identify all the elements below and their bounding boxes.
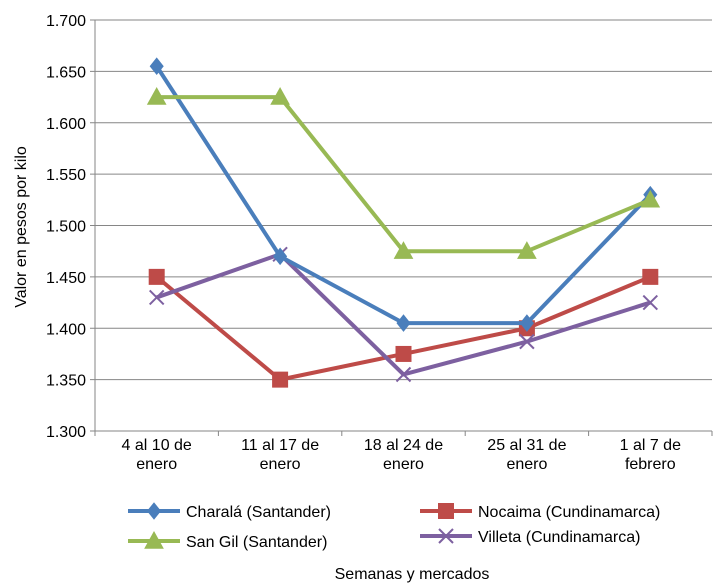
x-tick-label: 25 al 31 de enero (487, 437, 566, 473)
y-tick-label: 1.600 (46, 116, 86, 133)
data-point (517, 241, 537, 259)
x-tick-label: 1 al 7 de febrero (620, 437, 681, 473)
data-point (640, 189, 661, 208)
legend-label: San Gil (Santander) (186, 534, 327, 551)
data-point (395, 345, 412, 362)
x-tick-labels: 4 al 10 de enero 11 al 17 de enero 18 al 24 … (122, 437, 682, 473)
series-0 (149, 57, 658, 332)
data-point (393, 241, 414, 259)
y-tick-label: 1.300 (46, 424, 86, 441)
data-point (270, 87, 290, 105)
series-2 (146, 87, 661, 259)
y-tick-label: 1.450 (46, 270, 86, 287)
data-point (396, 314, 411, 332)
x-tick-label: 11 al 17 de enero (241, 437, 319, 473)
legend-label: Nocaima (Cundinamarca) (478, 504, 660, 521)
data-point (642, 268, 659, 285)
legend-item: San Gil (Santander) (128, 530, 327, 551)
axes (90, 19, 713, 436)
data-point (148, 289, 165, 306)
gridlines (95, 19, 712, 432)
legend-swatch-marker (146, 502, 162, 520)
data-point (149, 57, 164, 76)
y-tick-label: 1.550 (46, 167, 86, 184)
x-tick-label: 4 al 10 de enero (122, 437, 192, 473)
y-tick-label: 1.400 (46, 321, 86, 338)
y-tick-label: 1.500 (46, 219, 86, 236)
data-point (642, 294, 659, 311)
y-tick-label: 1.700 (46, 13, 86, 30)
legend-item: Charalá (Santander) (128, 502, 331, 521)
legend-swatch-marker (438, 528, 454, 544)
y-tick-label: 1.650 (46, 64, 86, 81)
y-tick-label: 1.350 (46, 373, 86, 390)
data-point (148, 268, 165, 285)
legend-label: Charalá (Santander) (186, 504, 331, 521)
data-point (519, 333, 535, 350)
legend-label: Villeta (Cundinamarca) (478, 529, 640, 546)
series-line (155, 65, 652, 326)
data-point (273, 247, 288, 266)
x-axis-label: Semanas y mercados (335, 566, 490, 583)
legend-item: Nocaima (Cundinamarca) (420, 503, 660, 521)
legend: Charalá (Santander) Nocaima (Cundinamarca… (128, 502, 660, 551)
legend-swatch-marker (438, 503, 454, 519)
data-point (146, 87, 167, 105)
data-point (272, 371, 289, 388)
legend-swatch-marker (144, 530, 164, 549)
y-axis-label: Valor en pesos por kilo (13, 146, 30, 308)
x-tick-label: 18 al 24 de enero (364, 437, 443, 473)
series (146, 57, 661, 388)
y-tick-labels: 1.300 1.350 1.400 1.450 1.500 1.550 1.600 1.650… (46, 13, 86, 441)
data-point (395, 366, 412, 383)
legend-item: Villeta (Cundinamarca) (420, 528, 640, 546)
data-point (519, 314, 534, 332)
